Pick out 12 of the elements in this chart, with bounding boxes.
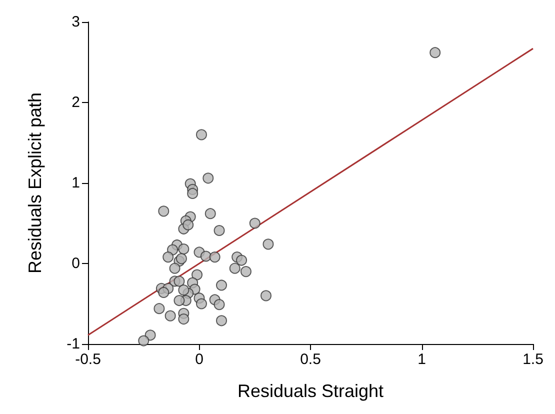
x-tick-label: -0.5 <box>75 351 101 368</box>
y-axis-title: Residuals Explicit path <box>25 92 45 274</box>
x-axis-title: Residuals Straight <box>237 381 384 401</box>
x-tick-label: 1.5 <box>522 351 544 368</box>
x-tick-label: 0.5 <box>300 351 321 368</box>
y-tick-label: 1 <box>72 174 80 192</box>
x-tick-label: 1 <box>418 351 426 368</box>
y-tick-label: -1 <box>66 336 80 352</box>
y-tick-label: 3 <box>72 14 80 30</box>
y-tick-label: 0 <box>72 255 80 272</box>
y-tick-label: 2 <box>72 94 80 111</box>
x-tick-label: 0 <box>195 351 204 368</box>
